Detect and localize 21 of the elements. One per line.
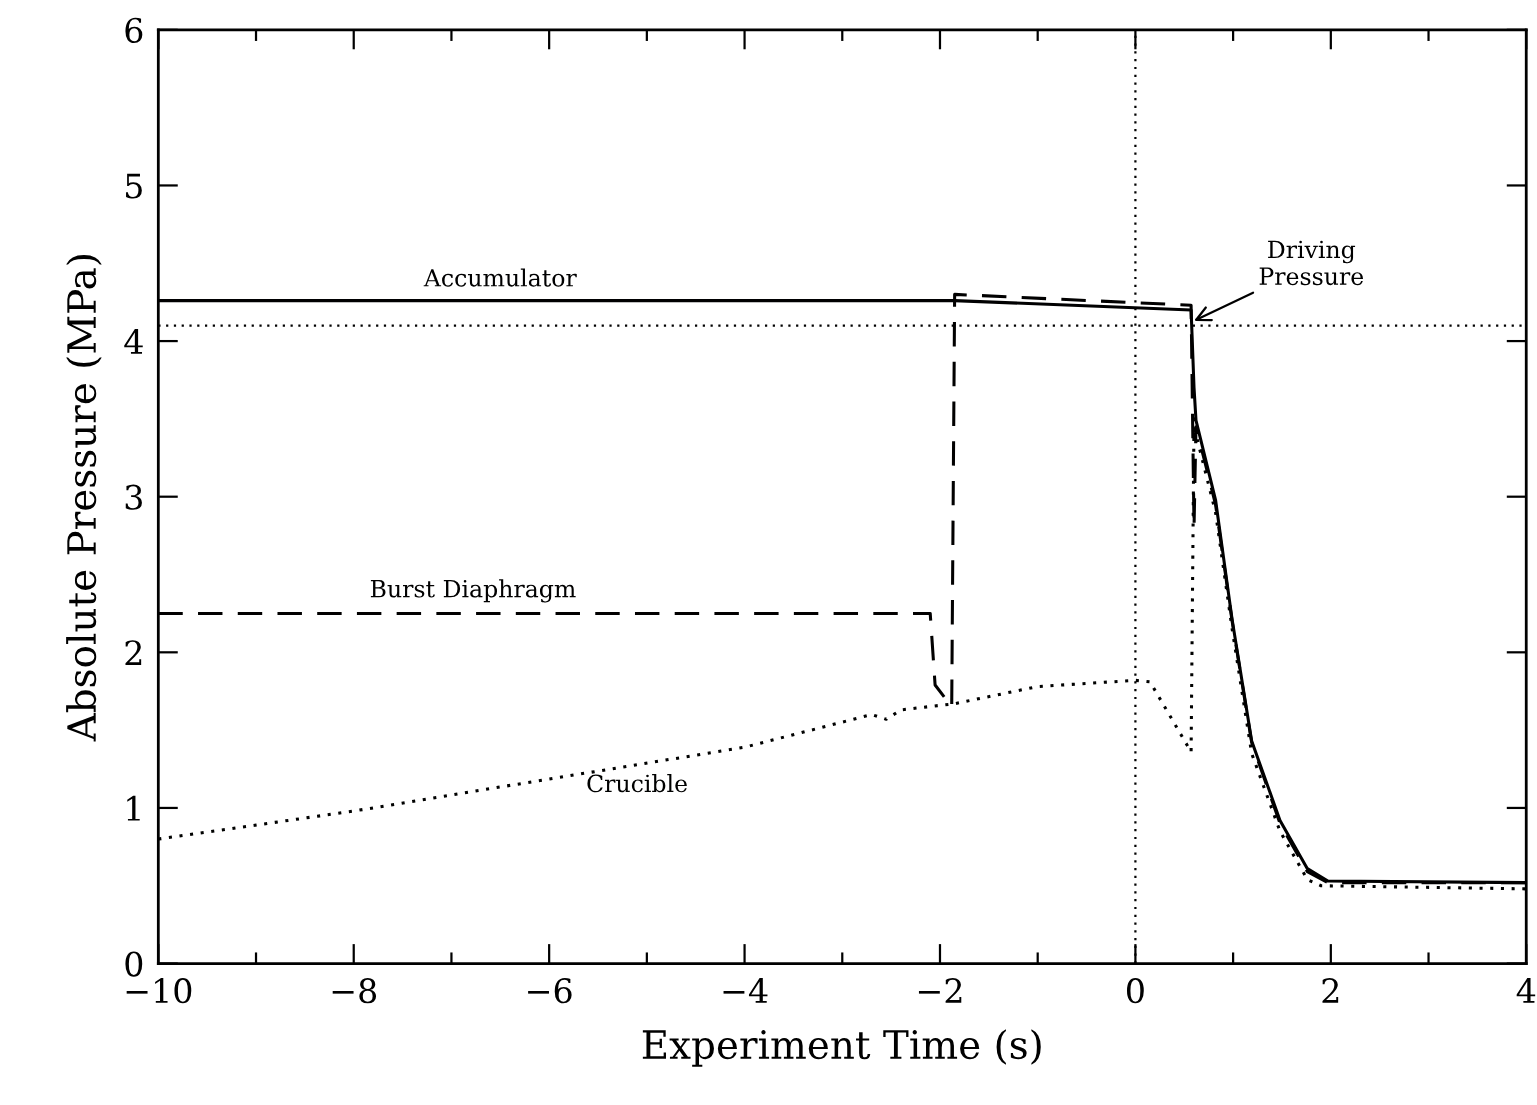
series-label: Accumulator bbox=[423, 268, 577, 287]
x-tick-label: −8 bbox=[332, 978, 377, 1004]
x-tick-label: 0 bbox=[1127, 978, 1144, 1004]
x-tick-label: 2 bbox=[1322, 978, 1339, 1003]
y-tick-label: 6 bbox=[125, 17, 143, 43]
y-tick-label: 0 bbox=[125, 951, 143, 977]
x-tick-label: 4 bbox=[1516, 978, 1536, 1003]
x-tick-label: −10 bbox=[126, 978, 192, 1004]
y-tick-label: 5 bbox=[126, 173, 142, 199]
y-tick-label: 4 bbox=[124, 329, 143, 354]
series-label: Burst Diaphragm bbox=[370, 579, 576, 603]
x-tick-label: −2 bbox=[918, 978, 962, 1003]
x-tick-label: −4 bbox=[723, 978, 768, 1003]
y-axis-title: Absolute Pressure (MPa) bbox=[66, 255, 102, 742]
y-tick-label: 3 bbox=[125, 484, 142, 510]
series-label: Crucible bbox=[587, 774, 687, 793]
y-tick-label: 1 bbox=[127, 795, 140, 821]
y-tick-label: 2 bbox=[125, 640, 142, 665]
x-tick-label: −6 bbox=[528, 978, 572, 1004]
x-axis-title: Experiment Time (s) bbox=[642, 1029, 1041, 1067]
annotation: Driving Pressure bbox=[1259, 240, 1364, 286]
